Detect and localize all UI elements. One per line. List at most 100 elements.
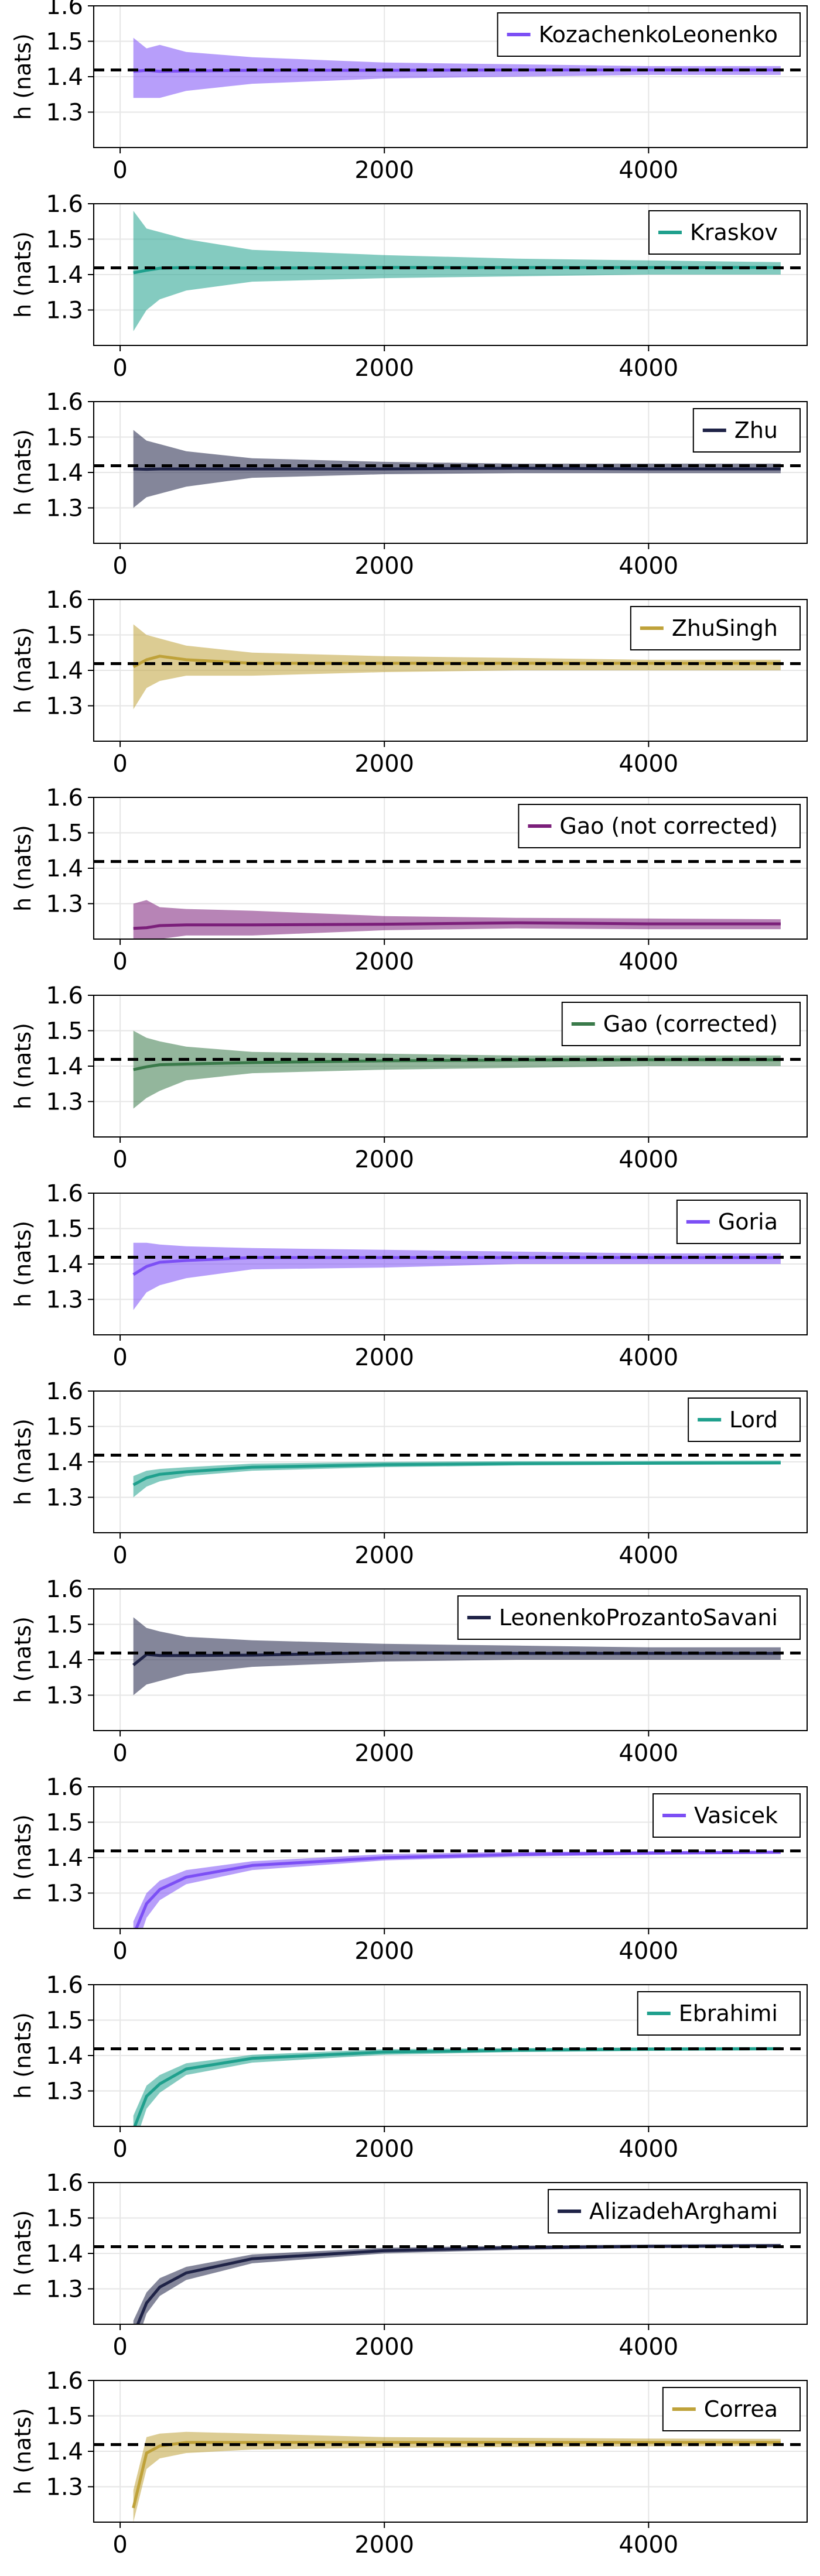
y-tick-label: 1.6 xyxy=(46,191,83,218)
y-tick-label: 1.6 xyxy=(46,1576,83,1603)
y-tick-label: 1.5 xyxy=(46,622,83,649)
x-tick-label: 0 xyxy=(112,751,127,777)
x-tick-label: 2000 xyxy=(354,1740,414,1767)
y-tick-label: 1.3 xyxy=(46,1485,83,1512)
y-tick-label: 1.3 xyxy=(46,2474,83,2501)
y-tick-label: 1.4 xyxy=(46,657,83,684)
y-tick-label: 1.5 xyxy=(46,2403,83,2430)
y-axis-label: h (nats) xyxy=(10,429,36,516)
y-tick-label: 1.3 xyxy=(46,1089,83,1116)
y-axis-label: h (nats) xyxy=(10,1023,36,1109)
chart-panel-12: 1.3 1.4 1.5 1.6 0 2000 4000 h (nats) AlizadehArg… xyxy=(10,2170,808,2361)
y-tick-label: 1.4 xyxy=(46,1251,83,1278)
x-tick-label: 4000 xyxy=(619,1542,678,1569)
y-tick-label: 1.6 xyxy=(46,1180,83,1207)
legend-label: ZhuSingh xyxy=(672,615,778,641)
y-tick-label: 1.3 xyxy=(46,1683,83,1710)
legend: ZhuSingh xyxy=(630,606,801,650)
x-tick-label: 0 xyxy=(112,948,127,975)
y-tick-label: 1.4 xyxy=(46,64,83,91)
y-axis-label: h (nats) xyxy=(10,2408,36,2495)
y-axis-label: h (nats) xyxy=(10,825,36,912)
y-tick-label: 1.5 xyxy=(46,1414,83,1441)
y-tick-label: 1.6 xyxy=(46,0,83,20)
legend-label: Gao (not corrected) xyxy=(559,813,778,839)
legend-label: Vasicek xyxy=(694,1803,778,1828)
x-tick-label: 0 xyxy=(112,1740,127,1767)
series-group xyxy=(133,430,781,508)
y-tick-label: 1.3 xyxy=(46,297,83,324)
legend: Goria xyxy=(676,1200,801,1244)
y-tick-label: 1.3 xyxy=(46,693,83,720)
chart-panel-9: 1.3 1.4 1.5 1.6 0 2000 4000 h (nats) LeonenkoPro… xyxy=(10,1576,808,1767)
y-axis-label: h (nats) xyxy=(10,627,36,714)
x-tick-label: 2000 xyxy=(354,1146,414,1173)
y-axis-label: h (nats) xyxy=(10,1616,36,1703)
mean-line xyxy=(133,467,781,471)
chart-panel-10: 1.3 1.4 1.5 1.6 0 2000 4000 h (nats) Vasicek xyxy=(10,1774,808,1965)
legend: Kraskov xyxy=(648,210,801,255)
x-tick-label: 2000 xyxy=(354,1938,414,1965)
legend-label: Correa xyxy=(704,2396,778,2422)
confidence-band xyxy=(133,1242,781,1310)
y-axis-label: h (nats) xyxy=(10,2012,36,2099)
chart-panel-2: 1.3 1.4 1.5 1.6 0 2000 4000 h (nats) Kraskov xyxy=(10,191,808,382)
series-group xyxy=(133,1850,781,1928)
y-tick-label: 1.6 xyxy=(46,2368,83,2395)
y-tick-label: 1.5 xyxy=(46,29,83,56)
legend-box xyxy=(561,1002,801,1046)
legend-label: KozachenkoLeonenko xyxy=(539,22,778,47)
chart-panel-1: 1.3 1.4 1.5 1.6 0 2000 4000 h (nats) KozachenkoL… xyxy=(10,0,808,184)
x-tick-label: 4000 xyxy=(619,355,678,382)
y-tick-label: 1.5 xyxy=(46,1216,83,1243)
y-tick-label: 1.4 xyxy=(46,1053,83,1080)
chart-panel-7: 1.3 1.4 1.5 1.6 0 2000 4000 h (nats) Goria xyxy=(10,1180,808,1371)
y-tick-label: 1.5 xyxy=(46,2205,83,2232)
legend-label: Goria xyxy=(718,1209,778,1235)
x-tick-label: 0 xyxy=(112,2136,127,2163)
y-tick-label: 1.4 xyxy=(46,2241,83,2267)
x-tick-label: 4000 xyxy=(619,1938,678,1965)
legend: Vasicek xyxy=(652,1793,801,1838)
y-axis-label: h (nats) xyxy=(10,1221,36,1307)
x-tick-label: 4000 xyxy=(619,2532,678,2558)
chart-panel-3: 1.3 1.4 1.5 1.6 0 2000 4000 h (nats) Zhu xyxy=(10,389,808,580)
y-tick-label: 1.6 xyxy=(46,1378,83,1405)
series-group xyxy=(132,2431,781,2522)
legend-label: LeonenkoProzantoSavani xyxy=(499,1605,778,1630)
legend: Correa xyxy=(662,2387,801,2431)
legend-box xyxy=(548,2189,801,2234)
chart-panel-6: 1.3 1.4 1.5 1.6 0 2000 4000 h (nats) Gao (correc… xyxy=(10,982,808,1173)
y-tick-label: 1.5 xyxy=(46,424,83,451)
x-tick-label: 4000 xyxy=(619,1146,678,1173)
x-tick-label: 2000 xyxy=(354,1344,414,1371)
x-tick-label: 4000 xyxy=(619,1344,678,1371)
series-group xyxy=(133,900,781,939)
y-tick-label: 1.4 xyxy=(46,2438,83,2465)
y-axis-label: h (nats) xyxy=(10,2210,36,2297)
chart-panel-5: 1.3 1.4 1.5 1.6 0 2000 4000 h (nats) Gao (not co… xyxy=(10,785,808,975)
x-tick-label: 2000 xyxy=(354,948,414,975)
y-tick-label: 1.6 xyxy=(46,2170,83,2197)
x-tick-label: 4000 xyxy=(619,2334,678,2361)
y-tick-label: 1.6 xyxy=(46,785,83,811)
y-tick-label: 1.4 xyxy=(46,1647,83,1674)
y-tick-label: 1.6 xyxy=(46,587,83,614)
legend-label: Kraskov xyxy=(690,220,778,245)
confidence-band xyxy=(133,1617,781,1695)
y-tick-label: 1.4 xyxy=(46,1449,83,1476)
legend-label: Zhu xyxy=(734,417,778,443)
y-tick-label: 1.3 xyxy=(46,1880,83,1907)
y-tick-label: 1.3 xyxy=(46,100,83,126)
y-tick-label: 1.3 xyxy=(46,1287,83,1314)
y-tick-label: 1.5 xyxy=(46,227,83,254)
chart-panel-11: 1.3 1.4 1.5 1.6 0 2000 4000 h (nats) Ebrahimi xyxy=(10,1972,808,2163)
y-tick-label: 1.4 xyxy=(46,855,83,882)
y-tick-label: 1.5 xyxy=(46,1612,83,1639)
x-tick-label: 4000 xyxy=(619,948,678,975)
y-axis-label: h (nats) xyxy=(10,231,36,318)
x-tick-label: 2000 xyxy=(354,553,414,580)
series-group xyxy=(132,1460,781,1498)
x-tick-label: 0 xyxy=(112,2532,127,2558)
